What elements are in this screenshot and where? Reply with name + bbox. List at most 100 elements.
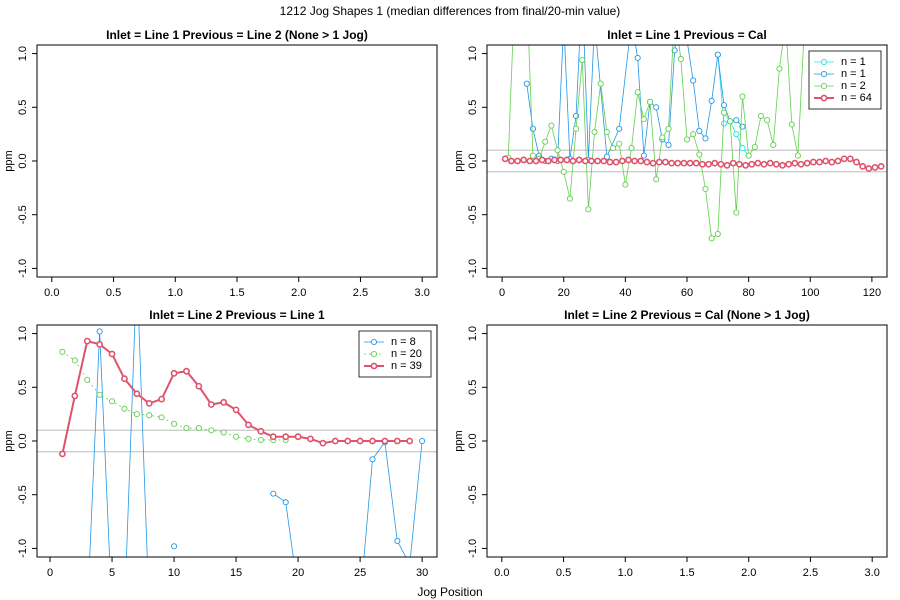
x-axis-label: Jog Position — [417, 585, 482, 599]
y-tick-label: 0.5 — [17, 100, 29, 115]
data-point — [803, 159, 811, 167]
data-point — [766, 159, 774, 167]
plot-frame — [486, 324, 888, 558]
data-point — [859, 162, 867, 170]
data-point — [270, 490, 277, 497]
x-tick-label: 1.5 — [679, 567, 694, 579]
panel-title: Inlet = Line 2 Previous = Cal (None > 1 … — [564, 308, 810, 322]
x-tick-label: 120 — [863, 287, 881, 299]
data-point — [655, 158, 663, 166]
data-point — [840, 155, 848, 163]
x-tick-label: 0 — [47, 567, 53, 579]
y-tick-label: -1.0 — [17, 259, 29, 278]
data-point — [245, 435, 252, 442]
data-point — [183, 367, 190, 375]
data-point — [794, 152, 801, 159]
y-tick-label: 0.5 — [17, 380, 29, 395]
data-point — [816, 158, 823, 166]
data-point — [680, 159, 688, 167]
data-point — [171, 543, 178, 550]
data-point — [573, 125, 580, 132]
data-point — [529, 152, 536, 159]
data-point — [108, 398, 116, 405]
plot-frame — [36, 44, 438, 278]
x-tick-label: 20 — [292, 567, 304, 579]
data-point — [683, 136, 691, 143]
data-point — [733, 131, 740, 138]
data-point — [600, 157, 608, 165]
data-point — [628, 145, 635, 152]
data-point — [871, 164, 879, 171]
data-point — [653, 104, 660, 111]
data-point — [714, 51, 721, 58]
data-point — [672, 8, 677, 13]
data-point — [751, 143, 758, 151]
x-tick-label: 15 — [230, 567, 242, 579]
data-point — [158, 414, 165, 421]
data-point — [603, 128, 610, 136]
y-tick-label: -0.5 — [17, 485, 29, 504]
data-point — [696, 127, 703, 134]
data-point — [714, 230, 721, 238]
y-tick-label: 0.5 — [467, 380, 479, 395]
data-point — [59, 450, 66, 458]
y-axis-label: ppm — [3, 150, 15, 171]
data-point — [170, 369, 178, 377]
data-point — [705, 160, 712, 168]
y-tick-label: 1.0 — [17, 46, 29, 61]
panel-title: Inlet = Line 2 Previous = Line 1 — [149, 308, 325, 322]
legend-label: n = 8 — [391, 336, 416, 348]
data-point — [563, 156, 571, 164]
data-point — [668, 159, 675, 167]
data-point — [603, 153, 610, 160]
data-point — [532, 157, 540, 165]
data-point — [865, 165, 873, 172]
x-tick-label: 80 — [743, 287, 755, 299]
data-point — [686, 159, 694, 167]
data-point — [381, 437, 389, 445]
data-point — [653, 176, 660, 183]
legend-label: n = 64 — [841, 92, 872, 104]
data-point — [597, 80, 604, 87]
data-point — [809, 158, 817, 166]
data-point — [520, 156, 528, 164]
data-point — [634, 54, 641, 61]
legend-marker — [820, 94, 828, 102]
plot-frame — [486, 44, 888, 278]
x-tick-label: 0.0 — [494, 567, 509, 579]
data-point — [729, 159, 737, 167]
data-point — [512, 0, 517, 2]
x-tick-label: 2.0 — [291, 287, 306, 299]
panel: Inlet = Line 1 Previous = Cal ppm 0 20 40 60 8… — [453, 0, 888, 299]
data-point — [369, 456, 376, 463]
data-point — [257, 427, 265, 435]
data-point — [643, 158, 651, 166]
data-point — [96, 391, 103, 398]
data-point — [671, 47, 678, 54]
data-point — [788, 121, 795, 128]
data-point — [690, 131, 697, 138]
data-point — [748, 160, 756, 168]
data-point — [720, 102, 728, 109]
data-point — [625, 156, 632, 164]
y-axis-label: ppm — [3, 430, 15, 451]
x-tick-label: 40 — [619, 287, 631, 299]
data-point — [609, 145, 617, 152]
legend-label: n = 1 — [841, 68, 866, 80]
x-tick-label: 3.0 — [865, 567, 880, 579]
data-point — [834, 157, 842, 165]
data-point — [727, 118, 734, 125]
data-point — [207, 401, 215, 408]
data-point — [133, 411, 140, 418]
data-point — [616, 125, 623, 132]
data-point — [588, 157, 595, 165]
y-tick-label: 0.0 — [467, 153, 479, 168]
data-point — [133, 390, 141, 398]
x-tick-label: 1.0 — [168, 287, 183, 299]
data-point — [711, 159, 719, 167]
data-point — [696, 151, 703, 158]
data-point — [96, 340, 104, 348]
data-point — [720, 120, 728, 127]
legend-label: n = 2 — [841, 80, 866, 92]
